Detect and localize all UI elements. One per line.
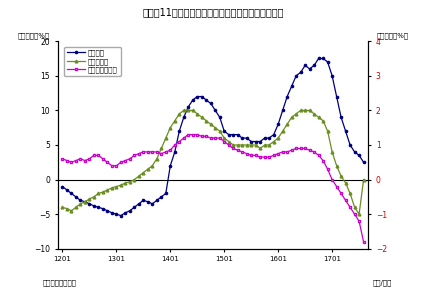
Legend: 投資信託, 金銭の信託, 準通貨（右軸）: 投資信託, 金銭の信託, 準通貨（右軸） [64, 47, 121, 76]
投資信託 [267, 136, 272, 140]
投資信託 [343, 129, 348, 133]
準通貨（右軸） [361, 240, 366, 244]
投資信託 [361, 161, 366, 164]
投資信託 [280, 109, 285, 112]
金銭の信託 [267, 143, 272, 147]
Line: 投資信託: 投資信託 [61, 57, 365, 217]
金銭の信託 [280, 129, 285, 133]
金銭の信託 [334, 164, 339, 168]
準通貨（右軸） [235, 149, 240, 152]
準通貨（右軸） [60, 157, 65, 161]
Text: （資料）日本銀行: （資料）日本銀行 [43, 279, 77, 286]
準通貨（右軸） [190, 133, 196, 136]
Line: 金銭の信託: 金銭の信託 [61, 109, 365, 216]
投資信託 [339, 116, 344, 119]
投資信託 [334, 95, 339, 98]
Line: 準通貨（右軸）: 準通貨（右軸） [61, 133, 365, 243]
Text: （前年比、%）: （前年比、%） [376, 32, 409, 39]
準通貨（右軸） [186, 133, 191, 136]
金銭の信託 [357, 212, 362, 216]
準通貨（右軸） [240, 150, 245, 154]
Text: （年/月）: （年/月） [373, 279, 392, 286]
Text: （図表11）投資信託・金銭の信託・準通貨の伸び率: （図表11）投資信託・金銭の信託・準通貨の伸び率 [142, 7, 284, 17]
Text: （前年比、%）: （前年比、%） [17, 32, 50, 39]
金銭の信託 [330, 150, 335, 154]
金銭の信託 [339, 174, 344, 178]
金銭の信託 [361, 178, 366, 181]
投資信託 [302, 64, 308, 67]
金銭の信託 [181, 109, 186, 112]
準通貨（右軸） [132, 154, 137, 157]
投資信託 [316, 57, 321, 60]
投資信託 [118, 214, 124, 217]
準通貨（右軸） [127, 157, 132, 161]
金銭の信託 [60, 205, 65, 209]
金銭の信託 [302, 109, 308, 112]
準通貨（右軸） [334, 185, 339, 188]
投資信託 [60, 185, 65, 188]
